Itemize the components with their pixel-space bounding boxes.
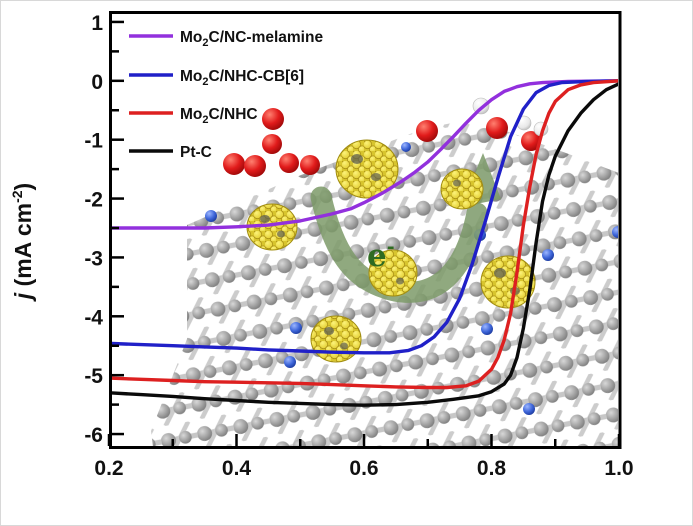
x-tick-label: 0.4 xyxy=(222,457,252,480)
plot-frame xyxy=(109,11,622,449)
nanoparticle-cluster xyxy=(440,168,484,210)
x-tick-label: 0.6 xyxy=(349,457,378,480)
legend-item-pt-c: Pt-C xyxy=(129,144,212,161)
axis-ticks: 0.2 0.4 0.6 0.8 1.0 1 0 -1 -2 -3 -4 -5 -6 xyxy=(84,12,633,480)
y-tick-label: -6 xyxy=(84,424,103,447)
y-tick-label: -2 xyxy=(84,189,103,212)
x-tick-label: 0.2 xyxy=(94,457,123,480)
y-tick-label: 0 xyxy=(91,71,103,94)
y-axis-title: j (mA cm-2) xyxy=(9,183,36,302)
nanoparticle-cluster xyxy=(310,315,362,363)
nitrogen-dopant-atoms xyxy=(205,142,618,415)
molecular-illustration: e- xyxy=(151,97,618,447)
y-tick-label: -3 xyxy=(84,247,103,270)
hydrogen-atoms xyxy=(472,97,549,137)
curve-Mo2C/NHC xyxy=(112,79,618,390)
oxygen-molecules xyxy=(223,108,541,177)
legend-label: Mo2C/NHC xyxy=(180,106,258,126)
x-tick-label: 0.8 xyxy=(477,457,507,480)
nanoparticle-cluster xyxy=(246,203,298,251)
legend-label: Pt-C xyxy=(180,144,212,161)
electron-label: e- xyxy=(367,236,395,274)
legend-label: Mo2C/NHC-CB[6] xyxy=(180,68,304,88)
legend-item-mo2c-nhc-cb6: Mo2C/NHC-CB[6] xyxy=(129,68,304,88)
legend-label: Mo2C/NC-melamine xyxy=(180,29,323,49)
y-tick-label: -1 xyxy=(84,130,103,153)
curve-Mo2C/NHC-CB[6] xyxy=(112,79,618,355)
y-tick-label: -4 xyxy=(84,306,103,329)
nanoparticle-cluster xyxy=(480,255,536,309)
nanoparticle-cluster xyxy=(368,249,418,297)
legend-item-mo2c-nhc: Mo2C/NHC xyxy=(129,106,258,126)
y-tick-label: -5 xyxy=(84,365,103,388)
nanoparticle-cluster xyxy=(335,139,399,199)
curve-Pt-C xyxy=(112,82,618,407)
nanoparticle-clusters xyxy=(246,139,536,363)
x-tick-label: 1.0 xyxy=(604,457,633,480)
legend: Mo2C/NC-melamine Mo2C/NHC-CB[6] Mo2C/NHC… xyxy=(129,29,323,161)
curve-Mo2C/NC-melamine xyxy=(112,79,618,230)
curve-series-group xyxy=(112,79,618,407)
y-tick-label: 1 xyxy=(91,12,103,35)
legend-item-mo2c-nc-melamine: Mo2C/NC-melamine xyxy=(129,29,323,49)
